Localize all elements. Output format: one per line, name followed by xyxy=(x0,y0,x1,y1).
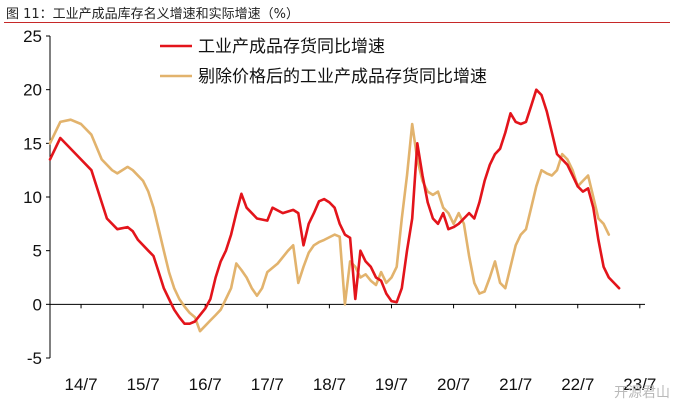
x-tick-label: 17/7 xyxy=(251,375,284,394)
axis-layer: 25 20 15 10 5 0 -5 14/7 15/7 16/7 17/7 18/7 19/7 20/7… xyxy=(23,27,656,394)
figure-title: 图 11：工业产成品库存名义增速和实际增速（%） xyxy=(6,7,300,22)
y-tick-label: -5 xyxy=(27,349,42,368)
x-tick-label: 22/7 xyxy=(561,375,594,394)
y-tick-label: 0 xyxy=(33,295,42,314)
y-tick-label: 20 xyxy=(23,81,42,100)
x-tick-label: 15/7 xyxy=(127,375,160,394)
legend-label: 工业产成品存货同比增速 xyxy=(198,37,385,57)
x-tick-label: 20/7 xyxy=(437,375,470,394)
x-tick-label: 18/7 xyxy=(313,375,346,394)
y-tick-label: 10 xyxy=(23,188,42,207)
title-divider xyxy=(4,22,670,23)
legend-label: 剔除价格后的工业产成品存货同比增速 xyxy=(198,67,487,87)
x-tick-label: 21/7 xyxy=(499,375,532,394)
x-tick-label: 16/7 xyxy=(189,375,222,394)
y-tick-label: 15 xyxy=(23,134,42,153)
y-tick-label: 5 xyxy=(33,242,42,261)
x-tick-label: 19/7 xyxy=(375,375,408,394)
series-layer xyxy=(48,88,621,333)
x-tick-label: 14/7 xyxy=(64,375,97,394)
watermark: 开源君山 xyxy=(614,385,670,401)
series-line-nominal xyxy=(48,88,621,326)
x-tick-label: 23/7 xyxy=(623,375,656,394)
series-line-real xyxy=(48,118,611,333)
y-tick-label: 25 xyxy=(23,27,42,46)
